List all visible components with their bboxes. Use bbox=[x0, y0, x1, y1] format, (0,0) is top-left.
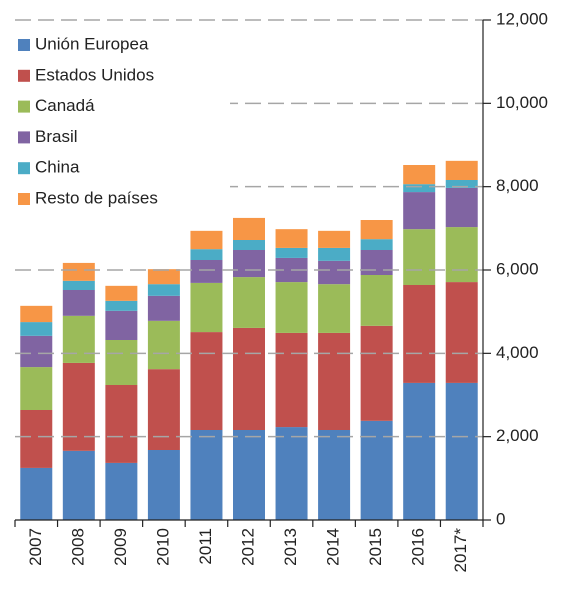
x-tick-label: 2009 bbox=[111, 528, 130, 566]
bar-segment bbox=[105, 462, 138, 520]
x-tick-label: 2014 bbox=[324, 528, 343, 566]
bar-segment bbox=[360, 420, 393, 520]
bar-segment bbox=[318, 247, 351, 261]
bar-segment bbox=[403, 192, 436, 230]
bar-segment bbox=[190, 332, 223, 430]
legend-swatch bbox=[18, 69, 30, 82]
x-tick-label: 2010 bbox=[153, 528, 172, 566]
bar-segment bbox=[360, 239, 393, 250]
bar-segment bbox=[360, 325, 393, 421]
y-tick-label: 4,000 bbox=[496, 343, 539, 362]
bar-segment bbox=[190, 282, 223, 333]
legend-swatch bbox=[18, 100, 30, 113]
y-tick-label: 12,000 bbox=[496, 9, 548, 28]
legend-label: Estados Unidos bbox=[35, 65, 154, 84]
bar-segment bbox=[105, 310, 138, 340]
bar-segment bbox=[445, 187, 478, 228]
bar-segment bbox=[105, 300, 138, 311]
bar-segment bbox=[20, 335, 53, 368]
bar-segment bbox=[403, 229, 436, 285]
legend-label: Canadá bbox=[35, 96, 95, 115]
x-tick-label: 2012 bbox=[238, 528, 257, 566]
bar-segment bbox=[360, 220, 393, 240]
x-tick-label: 2015 bbox=[366, 528, 385, 566]
bar-segment bbox=[275, 229, 308, 248]
bar-segment bbox=[147, 284, 180, 296]
bar-segment bbox=[62, 362, 95, 451]
bar-segment bbox=[318, 430, 351, 520]
bar-segment bbox=[105, 340, 138, 385]
x-tick-label: 2013 bbox=[281, 528, 300, 566]
bar-segment bbox=[20, 410, 53, 468]
legend-swatch bbox=[18, 131, 30, 144]
bar-segment bbox=[147, 369, 180, 450]
legend-label: Unión Europea bbox=[35, 34, 149, 53]
bar-segment bbox=[233, 217, 265, 240]
bar-segment bbox=[275, 332, 308, 428]
bar-segment bbox=[147, 269, 180, 285]
bar-segment bbox=[105, 385, 138, 463]
bar-segment bbox=[147, 320, 180, 370]
legend-label: Brasil bbox=[35, 127, 78, 146]
bar-segment bbox=[275, 247, 308, 258]
bar-segment bbox=[20, 305, 53, 323]
bar-segment bbox=[62, 262, 95, 281]
bar-segment bbox=[20, 467, 53, 520]
x-tick-label: 2011 bbox=[196, 528, 215, 565]
bar-segment bbox=[190, 230, 223, 250]
legend-label: China bbox=[35, 158, 80, 177]
y-tick-label: 10,000 bbox=[496, 93, 548, 112]
bar-segment bbox=[62, 280, 95, 290]
bar-segment bbox=[318, 260, 351, 285]
bar-segment bbox=[233, 240, 265, 250]
bar-segment bbox=[62, 315, 95, 363]
bar-segment bbox=[275, 427, 308, 520]
bar-segment bbox=[233, 327, 265, 430]
bar-segment bbox=[62, 450, 95, 520]
bar-segment bbox=[445, 282, 478, 383]
x-tick-label: 2007 bbox=[26, 528, 45, 566]
bar-segment bbox=[403, 165, 436, 185]
x-tick-label: 2016 bbox=[409, 528, 428, 566]
bar-segment bbox=[20, 322, 53, 336]
bar-segment bbox=[190, 249, 223, 260]
bar-segment bbox=[105, 285, 138, 301]
bar-segment bbox=[445, 160, 478, 180]
bar-segment bbox=[62, 290, 95, 316]
bar-segment bbox=[318, 230, 351, 248]
bar-segment bbox=[403, 285, 436, 383]
bar-segment bbox=[233, 430, 265, 520]
bar-segment bbox=[147, 450, 180, 520]
bar-segment bbox=[403, 382, 436, 520]
bar-segment bbox=[233, 250, 265, 278]
bar-segment bbox=[403, 184, 436, 193]
legend-swatch bbox=[18, 39, 30, 51]
bar-segment bbox=[360, 275, 393, 326]
bar-segment bbox=[360, 250, 393, 275]
bar-segment bbox=[190, 430, 223, 520]
bar-segment bbox=[275, 282, 308, 333]
bar-segment bbox=[233, 277, 265, 328]
bar-segment bbox=[20, 367, 53, 410]
y-tick-label: 6,000 bbox=[496, 259, 539, 278]
x-tick-label: 2017* bbox=[451, 528, 470, 573]
y-tick-label: 0 bbox=[496, 509, 505, 528]
y-tick-label: 2,000 bbox=[496, 426, 539, 445]
legend-background bbox=[8, 26, 230, 214]
bar-segment bbox=[445, 227, 478, 283]
bar-segment bbox=[445, 382, 478, 520]
bar-segment bbox=[318, 284, 351, 333]
bar-segment bbox=[318, 332, 351, 430]
bar-segment bbox=[445, 180, 478, 188]
bar-segment bbox=[190, 260, 223, 283]
legend-swatch bbox=[18, 162, 30, 175]
legend-swatch bbox=[18, 193, 30, 205]
bar-segment bbox=[147, 295, 180, 321]
x-tick-label: 2008 bbox=[68, 528, 87, 566]
y-tick-label: 8,000 bbox=[496, 176, 539, 195]
legend-label: Resto de países bbox=[35, 188, 158, 207]
